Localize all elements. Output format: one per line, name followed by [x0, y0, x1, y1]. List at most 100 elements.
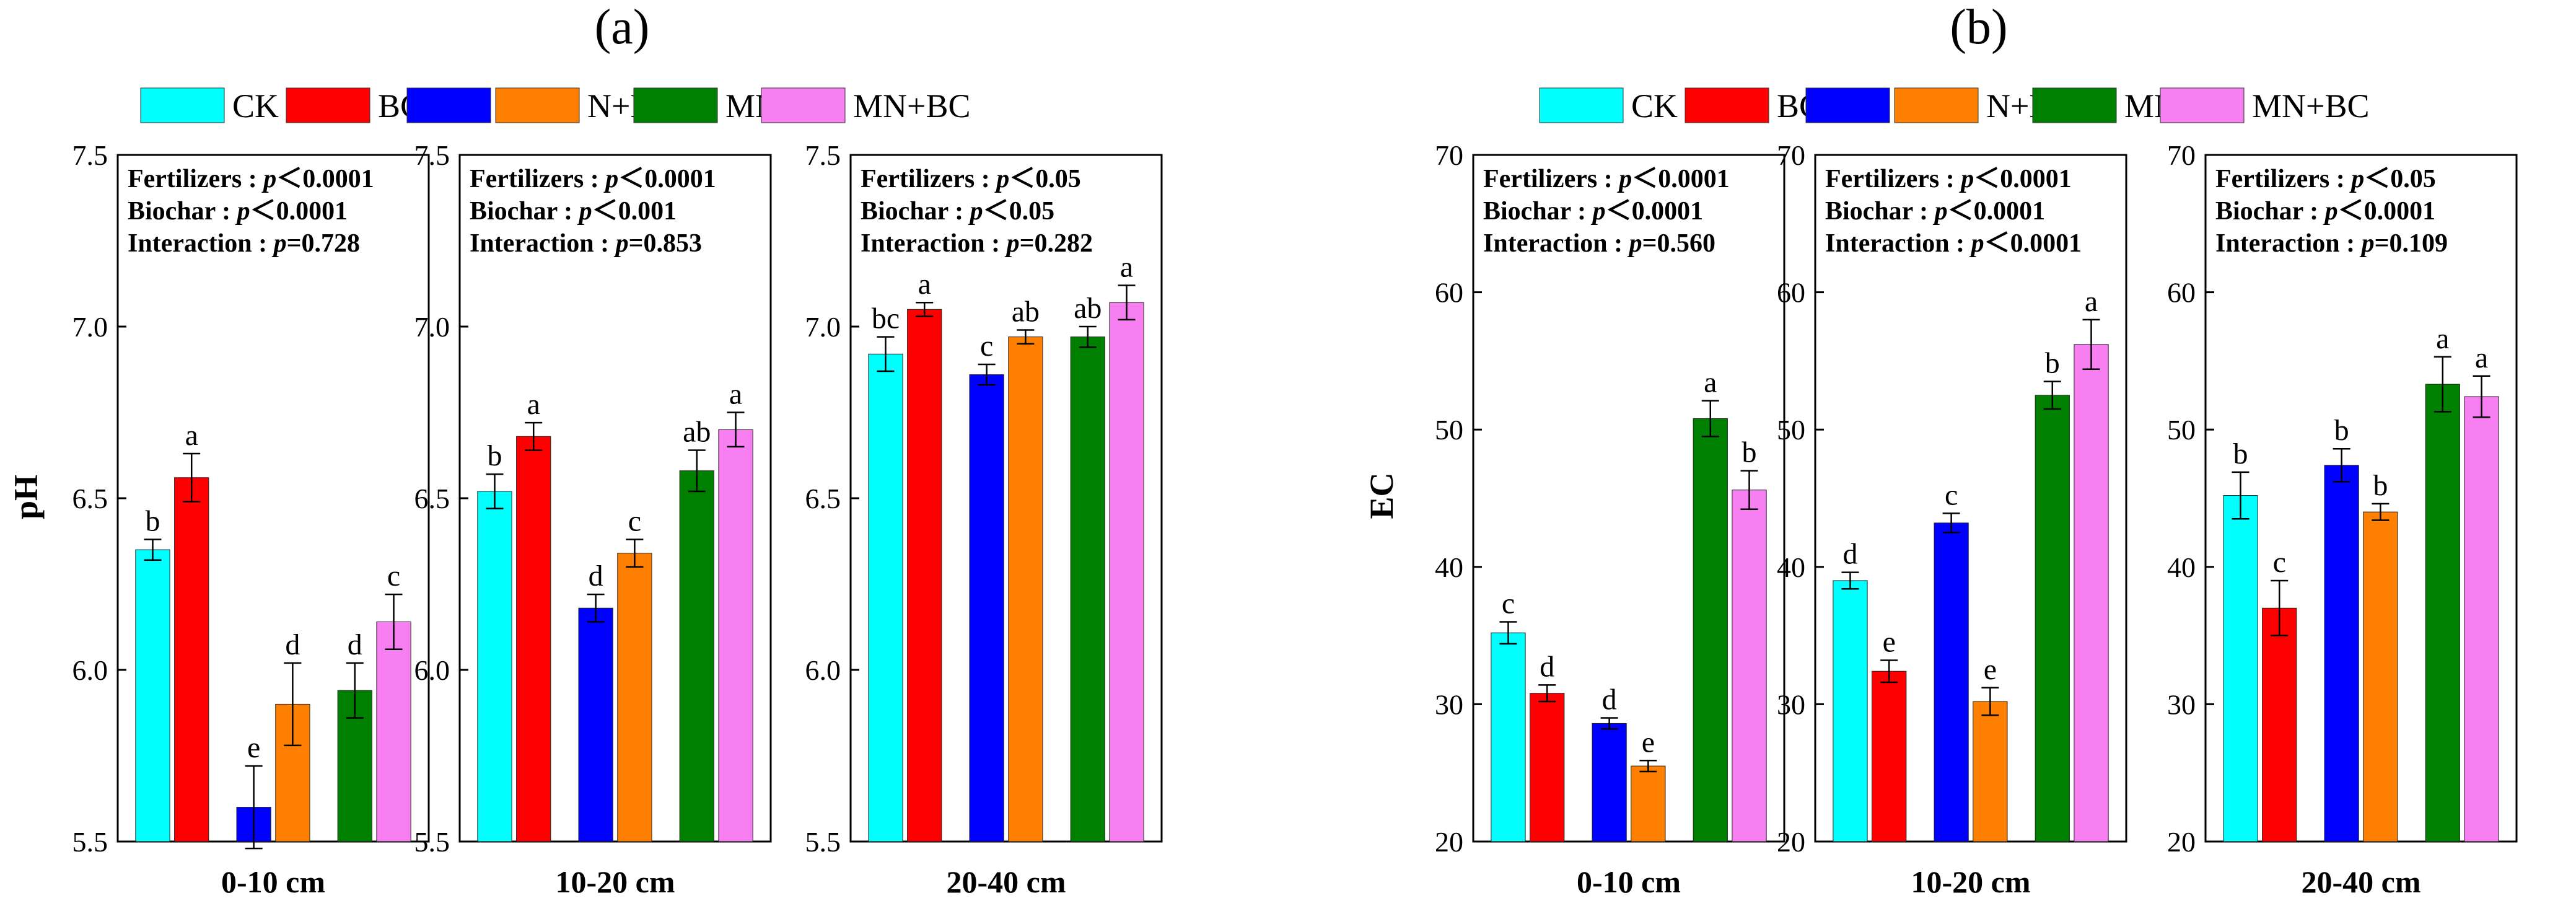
significance-letter: ab — [683, 415, 711, 448]
bar-bc — [907, 309, 942, 842]
stat-label: Biochar : — [2215, 197, 2325, 226]
significance-letter: e — [1642, 726, 1655, 759]
stat-label: Fertilizers : — [1483, 165, 1619, 193]
significance-letter: c — [1945, 478, 1958, 511]
significance-letter: b — [2045, 347, 2060, 380]
significance-letter: c — [628, 504, 641, 537]
x-axis-label: 20-40 cm — [2302, 864, 2421, 899]
panel-a-legend-swatch-n — [406, 87, 491, 123]
y-tick-label: 7.5 — [805, 139, 841, 171]
y-tick-label: 6.0 — [414, 654, 450, 686]
stat-line: Interaction : p=0.109 — [2215, 229, 2448, 258]
bar-n — [969, 374, 1004, 842]
stat-p-symbol: p — [1959, 165, 1974, 193]
stat-value: ＜0.0001 — [250, 197, 348, 226]
y-tick-label: 70 — [1777, 139, 1805, 171]
significance-letter: e — [1984, 653, 1997, 686]
y-tick-label: 60 — [2167, 277, 2196, 309]
bar-ck — [868, 353, 903, 842]
stat-label: Interaction : — [470, 229, 616, 258]
x-axis-label: 0-10 cm — [1577, 864, 1681, 899]
stat-value: ＜0.0001 — [1632, 165, 1730, 193]
y-tick-label: 6.5 — [72, 483, 108, 514]
stat-value: =0.560 — [1642, 229, 1715, 258]
bar-mn — [679, 470, 714, 842]
plot-frame — [1814, 154, 2127, 843]
bar-mn-plus-bc — [2074, 344, 2109, 842]
y-tick-label: 30 — [1777, 688, 1805, 720]
panel-a-legend-swatch-ck — [140, 87, 225, 123]
plot-frame — [1472, 154, 1785, 843]
y-tick-label: 5.5 — [805, 826, 841, 858]
stat-label: Interaction : — [2215, 229, 2362, 258]
stat-value: ＜0.0001 — [1974, 165, 2072, 193]
stat-p-symbol: p — [1005, 229, 1020, 258]
stat-p-symbol: p — [968, 197, 983, 226]
panel-a-legend-label: MN+BC — [853, 87, 971, 125]
stat-value: =0.109 — [2375, 229, 2448, 258]
bar-mn — [1070, 336, 1105, 842]
y-tick-label: 60 — [1777, 277, 1805, 309]
y-tick-label: 7.0 — [805, 311, 841, 343]
significance-letter: a — [2085, 285, 2098, 318]
significance-letter: a — [2436, 322, 2449, 355]
y-tick-label: 40 — [1777, 552, 1805, 583]
panel-b-legend-swatch-ck — [1539, 87, 1624, 123]
significance-letter: e — [1883, 625, 1896, 658]
significance-letter: d — [1842, 538, 1857, 571]
panel-b-legend-swatch-n-plus-bc — [1894, 87, 1979, 123]
stat-label: Fertilizers : — [2215, 165, 2351, 193]
y-tick-label: 7.5 — [414, 139, 450, 171]
significance-letter: b — [2334, 414, 2349, 447]
significance-letter: bc — [872, 302, 900, 335]
y-tick-label: 5.5 — [72, 826, 108, 858]
stat-value: ＜0.0001 — [1984, 229, 2082, 258]
stat-label: Interaction : — [128, 229, 274, 258]
bar-n-plus-bc — [1008, 336, 1043, 842]
bar-mn-plus-bc — [1109, 302, 1144, 842]
bar-bc — [1872, 671, 1907, 842]
stat-line: Fertilizers : p＜0.0001 — [470, 165, 716, 193]
y-tick-label: 7.0 — [414, 311, 450, 343]
bar-n — [1934, 522, 1969, 842]
stat-line: Fertilizers : p＜0.0001 — [1483, 165, 1730, 193]
panel-b-legend-swatch-mn — [2032, 87, 2117, 123]
stat-p-symbol: p — [603, 165, 618, 193]
stat-value: ＜0.05 — [1009, 165, 1081, 193]
bar-n-plus-bc — [617, 553, 652, 842]
bar-mn — [2425, 384, 2460, 842]
stat-line: Fertilizers : p＜0.05 — [861, 165, 1081, 193]
stat-label: Interaction : — [1825, 229, 1971, 258]
significance-letter: a — [1120, 251, 1133, 284]
y-tick-label: 30 — [1435, 688, 1463, 720]
stat-value: ＜0.0001 — [2338, 197, 2436, 226]
significance-letter: c — [2273, 546, 2286, 579]
panel-a-legend-swatch-n-plus-bc — [495, 87, 580, 123]
y-tick-label: 50 — [2167, 414, 2196, 446]
bar-mn-plus-bc — [2464, 396, 2499, 842]
significance-letter: d — [348, 628, 362, 661]
significance-letter: d — [285, 628, 300, 661]
stat-line: Fertilizers : p＜0.0001 — [128, 165, 374, 193]
bar-ck — [2223, 495, 2258, 842]
stat-value: ＜0.0001 — [618, 165, 716, 193]
stat-line: Interaction : p=0.560 — [1483, 229, 1715, 258]
bar-bc — [1530, 693, 1565, 842]
stat-line: Interaction : p=0.728 — [128, 229, 360, 258]
significance-letter: c — [387, 560, 400, 592]
panel-b-legend-label: CK — [1631, 87, 1678, 125]
stat-p-symbol: p — [1591, 197, 1606, 226]
stat-label: Biochar : — [1825, 197, 1935, 226]
stat-value: ＜0.0001 — [276, 165, 374, 193]
stat-line: Interaction : p=0.853 — [470, 229, 702, 258]
stat-p-symbol: p — [614, 229, 629, 258]
stat-p-symbol: p — [1617, 165, 1632, 193]
